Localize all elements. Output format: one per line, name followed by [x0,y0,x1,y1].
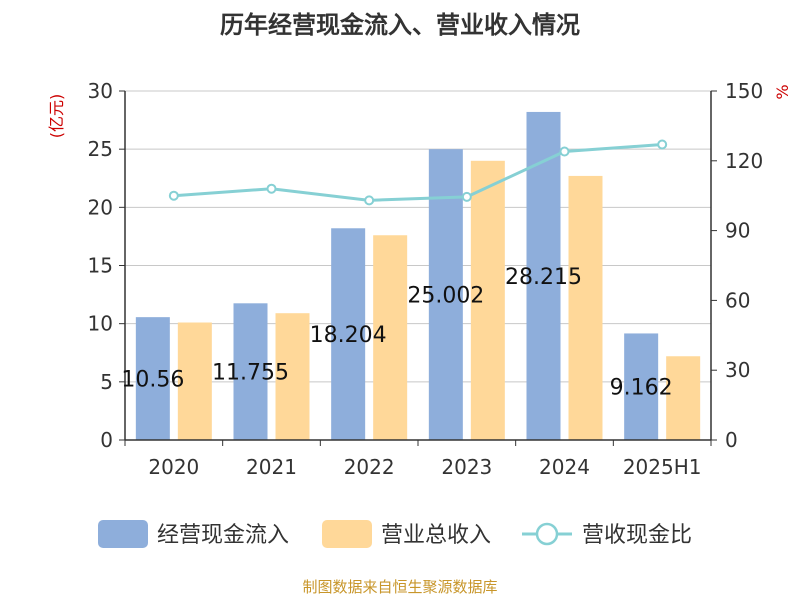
axes [119,90,717,446]
bar-cash-inflow [331,228,366,440]
gridlines [125,90,711,383]
right-axis-unit: % [773,84,792,99]
ratio-point [559,146,570,157]
right-tick-label: 30 [725,358,750,382]
ratio-point [657,139,668,150]
legend-swatch-ratio-marker [535,522,559,546]
left-tick-label: 25 [88,137,113,161]
ratio-point [461,191,472,202]
legend-label-ratio: 营收现金比 [582,523,692,548]
chart-title: 历年经营现金流入、营业收入情况 [220,11,580,39]
right-tick-label: 90 [725,219,750,243]
x-tick-label: 2020 [148,455,199,479]
data-label-cash-inflow: 28.215 [505,265,582,290]
ratio-line [168,139,668,206]
x-tick-label: 2022 [344,455,395,479]
ratio-point [364,195,375,206]
left-tick-label: 30 [88,79,113,103]
ratio-line-path [173,143,663,202]
data-label-cash-inflow: 11.755 [212,361,289,386]
left-tick-label: 0 [100,428,113,452]
right-tick-label: 0 [725,428,738,452]
source-note: 制图数据来自恒生聚源数据库 [302,578,497,596]
bar-revenue [177,322,212,440]
left-axis-unit: (亿元) [47,94,66,139]
x-tick-label: 2024 [539,455,590,479]
bar-cash-inflow [135,317,170,440]
data-label-cash-inflow: 18.204 [310,323,387,348]
data-label-cash-inflow: 25.002 [407,284,484,309]
bars [135,111,701,441]
x-tick-label: 2023 [441,455,492,479]
x-tick-label: 2025H1 [623,455,702,479]
right-tick-label: 120 [725,149,763,173]
legend: 经营现金流入 营业总收入 营收现金比 [98,520,692,548]
legend-swatch-revenue [322,520,372,548]
left-tick-label: 5 [100,370,113,394]
bar-cash-inflow [233,303,268,440]
bar-cash-inflow [624,333,659,440]
data-labels: 10.56 11.755 18.204 25.002 28.215 9.162 [121,265,672,401]
bar-revenue [275,313,310,440]
left-tick-label: 10 [88,312,113,336]
legend-label-revenue: 营业总收入 [381,523,491,548]
left-tick-label: 20 [88,195,113,219]
bar-revenue [373,235,408,440]
left-tick-label: 15 [88,254,113,278]
right-tick-label: 150 [725,79,763,103]
x-tick-label: 2021 [246,455,297,479]
legend-swatch-cash-inflow [98,520,148,548]
tick-labels: 0 5 10 15 20 25 30 0 30 60 90 120 150 2020 2021 2022 202… [88,79,764,479]
bar-revenue [666,356,701,440]
data-label-cash-inflow: 10.56 [121,368,184,393]
legend-label-cash-inflow: 经营现金流入 [157,523,289,548]
bar-revenue [470,160,505,441]
ratio-point [266,183,277,194]
bar-revenue [568,175,603,440]
ratio-point [168,190,179,201]
right-tick-label: 60 [725,288,750,312]
data-label-cash-inflow: 9.162 [610,376,673,401]
